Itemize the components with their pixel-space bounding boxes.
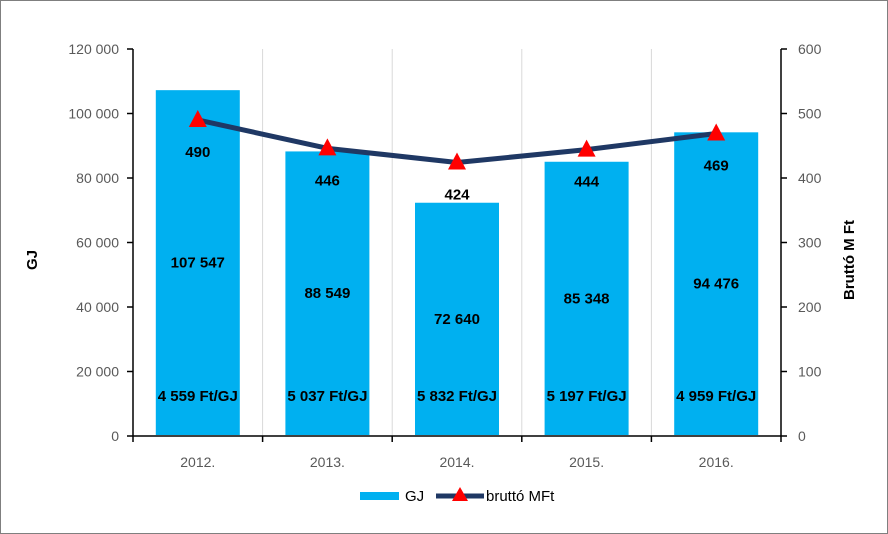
bar-value-label: 94 476 — [693, 276, 739, 293]
bar-gj — [672, 130, 761, 437]
bar-value-label: 72 640 — [434, 311, 480, 328]
legend-label-brutto: bruttó MFt — [486, 488, 555, 505]
x-tick-label: 2016. — [699, 454, 734, 470]
unit-price-label: 4 959 Ft/GJ — [676, 388, 756, 405]
y2-tick-label: 0 — [798, 428, 806, 444]
y-tick-label: 0 — [111, 428, 119, 444]
line-value-label: 490 — [185, 144, 210, 161]
bar-value-label: 85 348 — [564, 290, 610, 307]
y-tick-label: 100 000 — [68, 106, 119, 122]
y-tick-label: 120 000 — [68, 41, 119, 57]
y-tick-label: 20 000 — [76, 364, 119, 380]
y2-tick-label: 500 — [798, 106, 822, 122]
y-tick-label: 80 000 — [76, 170, 119, 186]
x-tick-label: 2013. — [310, 454, 345, 470]
legend: GJ bruttó MFt — [360, 487, 555, 505]
unit-price-label: 5 832 Ft/GJ — [417, 388, 497, 405]
axes — [127, 48, 787, 442]
bars — [153, 88, 761, 438]
bar-value-label: 88 549 — [304, 285, 350, 302]
line-value-label: 444 — [574, 174, 600, 191]
y2-tick-label: 400 — [798, 170, 822, 186]
bar-gj — [283, 149, 372, 437]
line-value-label: 446 — [315, 172, 340, 189]
y-axis-title: GJ — [24, 250, 41, 270]
y2-axis-title: Bruttó M Ft — [841, 220, 858, 300]
y2-tick-label: 100 — [798, 364, 822, 380]
unit-price-label: 4 559 Ft/GJ — [158, 388, 238, 405]
y-tick-label: 60 000 — [76, 235, 119, 251]
bar-gj — [542, 159, 631, 438]
tick-labels: 0 20 000 40 000 60 000 80 000 100 000 120 000 0… — [68, 41, 821, 470]
line-marker — [577, 139, 596, 157]
bar-value-label: 107 547 — [171, 255, 225, 272]
y2-tick-label: 200 — [798, 299, 822, 315]
y2-tick-label: 300 — [798, 235, 822, 251]
x-tick-label: 2014. — [439, 454, 474, 470]
data-labels: 490 446 424 444 469 107 547 88 549 72 640 85 348… — [158, 144, 756, 405]
x-tick-label: 2012. — [180, 454, 215, 470]
legend-marker-triangle — [452, 487, 468, 501]
line-marker — [707, 123, 726, 141]
unit-price-label: 5 037 Ft/GJ — [287, 388, 367, 405]
legend-label-gj: GJ — [405, 488, 424, 505]
bar-gj — [413, 200, 501, 437]
y-tick-label: 40 000 — [76, 299, 119, 315]
line-series — [188, 109, 726, 170]
legend-swatch-gj — [360, 492, 399, 500]
y2-tick-label: 600 — [798, 41, 822, 57]
line-marker — [318, 138, 337, 156]
line-marker — [448, 152, 466, 170]
line-value-label: 469 — [704, 157, 729, 174]
line-value-label: 424 — [444, 187, 470, 204]
x-tick-label: 2015. — [569, 454, 604, 470]
unit-price-label: 5 197 Ft/GJ — [547, 388, 627, 405]
line-marker — [188, 109, 207, 127]
